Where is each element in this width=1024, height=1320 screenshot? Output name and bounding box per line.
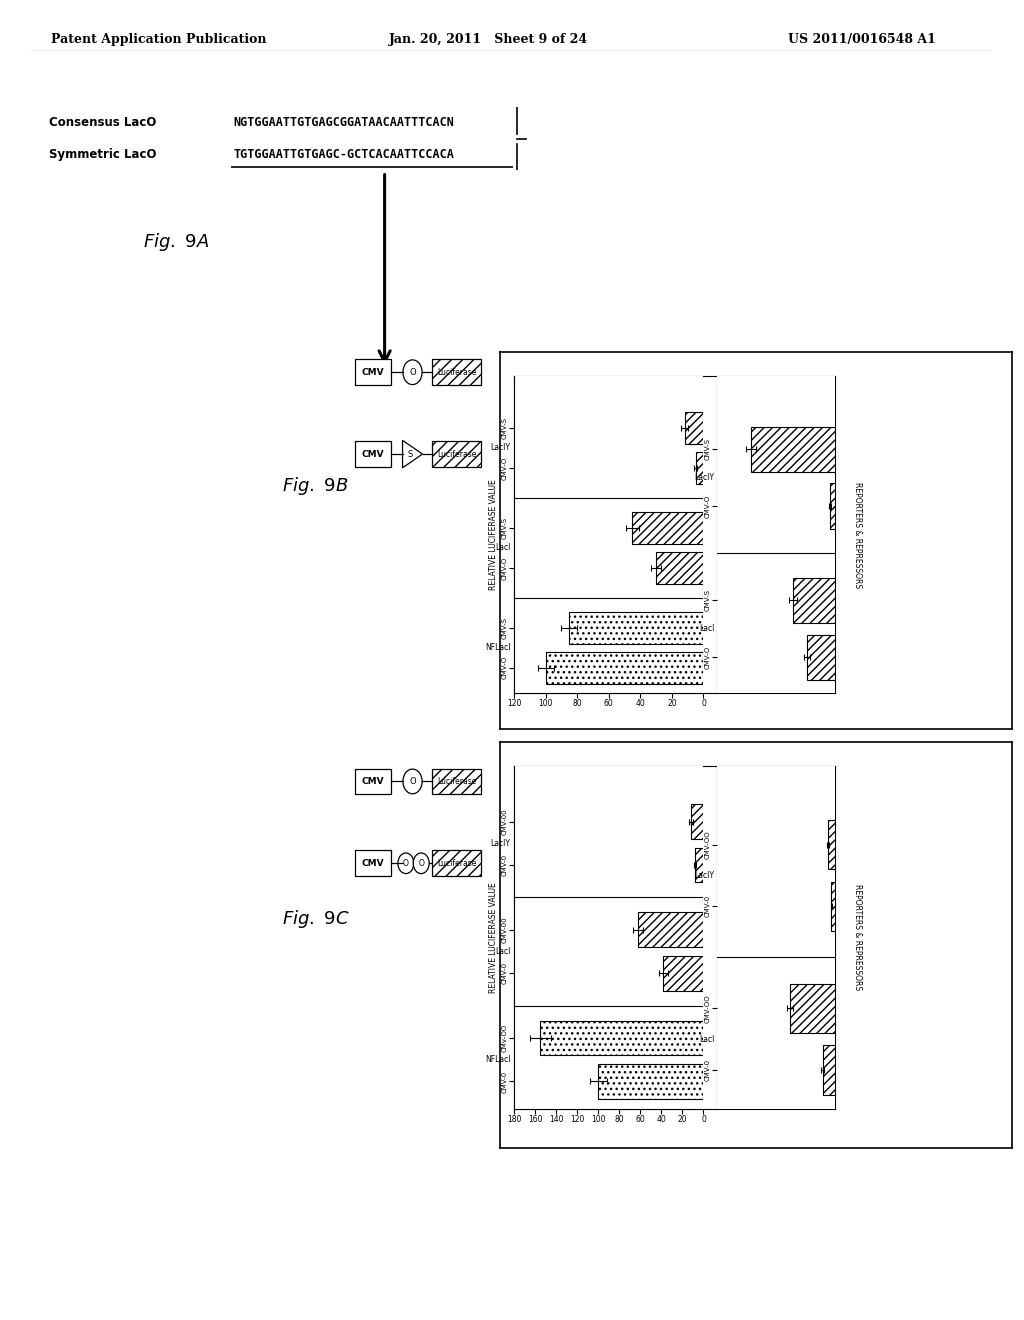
Text: O: O bbox=[410, 368, 416, 376]
Circle shape bbox=[398, 853, 414, 874]
Bar bbox=[656, 552, 703, 583]
Text: CMV: CMV bbox=[361, 777, 384, 785]
Bar bbox=[432, 441, 481, 467]
Bar bbox=[752, 426, 835, 473]
Text: LacIY: LacIY bbox=[490, 444, 510, 453]
Text: NGTGGAATTGTGAGCGGATAACAATTTCACN: NGTGGAATTGTGAGCGGATAACAATTTCACN bbox=[233, 116, 455, 129]
Bar bbox=[695, 451, 703, 484]
Text: LacI: LacI bbox=[495, 946, 510, 956]
Text: O: O bbox=[418, 859, 424, 867]
Text: Jan. 20, 2011   Sheet 9 of 24: Jan. 20, 2011 Sheet 9 of 24 bbox=[389, 33, 588, 46]
Text: REPORTERS & REPRESSORS: REPORTERS & REPRESSORS bbox=[853, 884, 862, 990]
Text: CMV: CMV bbox=[361, 859, 384, 867]
Bar bbox=[546, 652, 703, 684]
Y-axis label: RELATIVE LUCIFERASE VALUE: RELATIVE LUCIFERASE VALUE bbox=[488, 479, 498, 590]
Text: LacIY: LacIY bbox=[694, 474, 715, 482]
Bar bbox=[432, 359, 481, 385]
Bar bbox=[354, 850, 390, 876]
Bar bbox=[685, 412, 703, 444]
Text: Consensus LacO: Consensus LacO bbox=[49, 116, 157, 129]
Bar bbox=[598, 1064, 703, 1098]
Circle shape bbox=[414, 853, 429, 874]
Text: LacI: LacI bbox=[699, 1035, 715, 1044]
Bar bbox=[354, 441, 390, 467]
Text: Luciferase: Luciferase bbox=[437, 368, 476, 376]
Bar bbox=[569, 611, 703, 644]
Text: REPORTERS & REPRESSORS: REPORTERS & REPRESSORS bbox=[853, 482, 862, 587]
Bar bbox=[354, 359, 390, 385]
Text: Luciferase: Luciferase bbox=[437, 859, 476, 867]
Text: LacI: LacI bbox=[699, 624, 715, 634]
Text: CMV: CMV bbox=[361, 450, 384, 458]
Polygon shape bbox=[402, 441, 423, 467]
Text: LacIY: LacIY bbox=[490, 838, 510, 847]
Text: NFLacI: NFLacI bbox=[484, 1055, 510, 1064]
Text: Luciferase: Luciferase bbox=[437, 450, 476, 458]
Bar bbox=[432, 850, 481, 876]
Bar bbox=[691, 804, 703, 840]
Bar bbox=[823, 1045, 835, 1094]
Text: S: S bbox=[408, 450, 413, 458]
Text: Luciferase: Luciferase bbox=[437, 777, 476, 785]
Text: O: O bbox=[410, 777, 416, 785]
Text: LacIY: LacIY bbox=[694, 871, 715, 880]
Text: Symmetric LacO: Symmetric LacO bbox=[49, 148, 157, 161]
Text: US 2011/0016548 A1: US 2011/0016548 A1 bbox=[788, 33, 936, 46]
Bar bbox=[831, 882, 835, 931]
Text: $\mathit{Fig.\ 9B}$: $\mathit{Fig.\ 9B}$ bbox=[282, 475, 348, 498]
Bar bbox=[633, 512, 703, 544]
Text: CMV: CMV bbox=[361, 368, 384, 376]
Text: NFLacI: NFLacI bbox=[484, 643, 510, 652]
Bar bbox=[638, 912, 703, 948]
Bar bbox=[807, 635, 835, 680]
Bar bbox=[791, 983, 835, 1034]
Circle shape bbox=[402, 770, 422, 793]
Bar bbox=[432, 768, 481, 795]
Text: Patent Application Publication: Patent Application Publication bbox=[51, 33, 266, 46]
Bar bbox=[541, 1020, 703, 1055]
Bar bbox=[828, 820, 835, 870]
Text: O: O bbox=[402, 859, 409, 867]
Bar bbox=[829, 483, 835, 529]
Bar bbox=[664, 956, 703, 991]
Text: TGTGGAATTGTGAGC-GCTCACAATTCCACA: TGTGGAATTGTGAGC-GCTCACAATTCCACA bbox=[233, 148, 455, 161]
Bar bbox=[354, 768, 390, 795]
Y-axis label: RELATIVE LUCIFERASE VALUE: RELATIVE LUCIFERASE VALUE bbox=[488, 882, 498, 993]
Text: $\mathit{Fig.\ 9C}$: $\mathit{Fig.\ 9C}$ bbox=[282, 908, 349, 931]
Circle shape bbox=[402, 360, 422, 384]
Text: $\mathit{Fig.\ 9A}$: $\mathit{Fig.\ 9A}$ bbox=[143, 231, 210, 253]
Bar bbox=[794, 578, 835, 623]
Text: LacI: LacI bbox=[495, 544, 510, 552]
Bar bbox=[695, 847, 703, 883]
